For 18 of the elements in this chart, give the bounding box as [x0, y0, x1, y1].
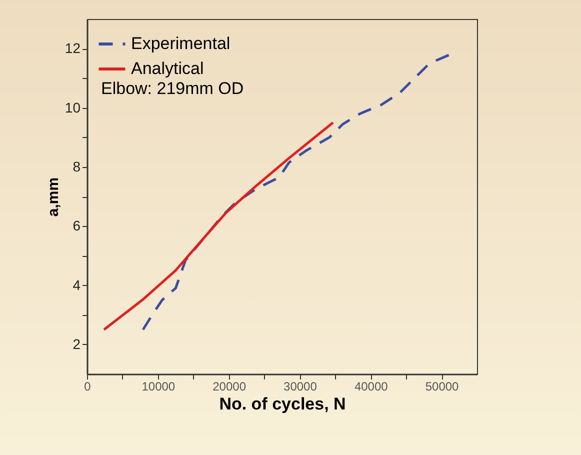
line-series — [102, 121, 334, 331]
annotation: Elbow: 219mm OD — [101, 79, 244, 98]
x-tick-label: 30000 — [284, 380, 318, 394]
y-tick-label: 4 — [72, 276, 81, 293]
y-tick-label: 2 — [72, 336, 81, 352]
y-tick-label: 10 — [64, 99, 81, 116]
x-tick-label: 40000 — [354, 380, 388, 394]
y-tick-label: 6 — [72, 218, 81, 234]
x-tick-label: 50000 — [425, 380, 460, 394]
y-axis-title: a,mm — [44, 177, 62, 217]
y-tick-label: 12 — [64, 40, 81, 56]
x-axis-title: No. of cycles, N — [219, 394, 346, 414]
x-tick-label: 0 — [84, 380, 92, 394]
legend-label: Analytical — [131, 59, 204, 78]
legend-label: Experimental — [131, 34, 230, 53]
x-tick-label: 10000 — [142, 380, 176, 394]
x-tick-label: 20000 — [212, 380, 246, 394]
y-tick-label: 8 — [72, 158, 81, 174]
